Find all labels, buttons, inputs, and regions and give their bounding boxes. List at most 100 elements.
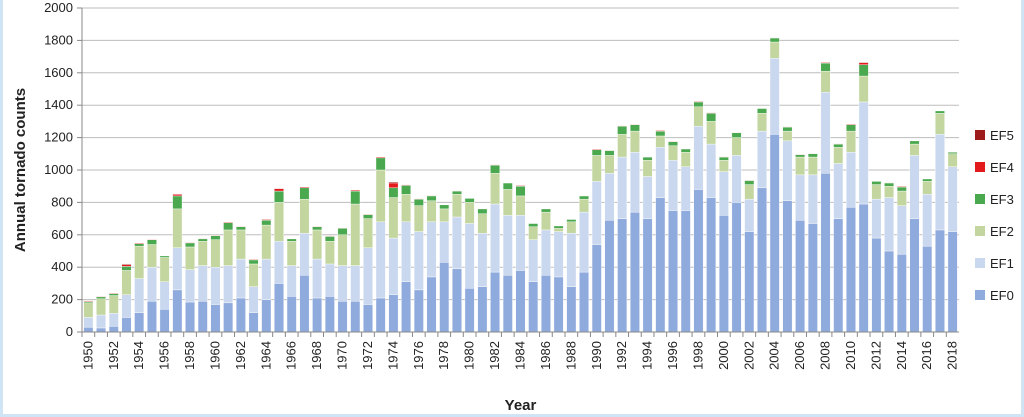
x-tick-label: 1998 [690,341,705,370]
bar-segment-ef2 [502,189,513,216]
bar-segment-ef0 [731,202,742,333]
bar-segment-ef4 [515,185,526,187]
bar-segment-ef4 [83,300,94,302]
legend-label: EF5 [990,128,1014,143]
bar-segment-ef0 [680,210,691,333]
legend-label: EF3 [990,192,1014,207]
bar-segment-ef3 [680,148,691,153]
bar-segment-ef2 [668,145,678,161]
x-tick-label: 1956 [157,341,172,370]
bar-segment-ef0 [439,262,450,333]
bar-segment-ef4 [350,189,361,192]
bar-segment-ef0 [172,289,183,333]
bar-segment-ef1 [807,174,818,224]
bar-segment-ef1 [680,166,691,211]
bar-segment-ef3 [706,113,717,122]
bar-segment-ef1 [439,221,450,263]
bar-segment-ef2 [515,195,526,216]
bar-segment-ef1 [553,231,564,278]
bar-segment-ef3 [807,153,818,158]
bar-segment-ef0 [426,276,437,333]
bar-segment-ef3 [935,110,945,114]
bar-segment-ef1 [896,205,907,255]
bar-segment-ef1 [490,203,500,273]
bar-segment-ef2 [833,147,844,164]
bar-segment-ef3 [833,143,844,148]
bar-segment-ef3 [617,126,628,135]
bar-segment-ef2 [96,298,106,316]
bar-segment-ef0 [909,218,920,333]
bar-segment-ef3 [223,222,234,231]
bar-segment-ef2 [121,270,132,295]
bar-segment-ef3 [693,101,704,108]
bar-segment-ef1 [235,258,246,299]
bar-segment-ef1 [299,232,310,276]
bar-segment-ef3 [172,195,183,210]
bar-segment-ef0 [769,134,780,333]
bar-segment-ef3 [147,239,157,245]
bar-segment-ef4 [655,130,666,132]
legend-label: EF0 [990,288,1014,303]
bar-segment-ef1 [795,174,806,221]
bar-segment-ef2 [782,130,793,142]
x-tick-label: 2000 [716,341,731,370]
bar-segment-ef2 [83,302,94,318]
bar-segment-ef3 [490,164,500,174]
x-tick-label: 1954 [131,341,146,370]
bar-segment-ef2 [388,197,399,239]
bar-segment-ef1 [274,241,284,284]
y-tick-label: 400 [51,259,73,274]
y-tick-label: 1200 [44,130,73,145]
bar-segment-ef1 [718,171,729,216]
bar-segment-ef3 [235,226,246,231]
bar-segment-ef0 [744,231,755,333]
legend-label: EF2 [990,224,1014,239]
bar-segment-ef2 [172,208,183,248]
bar-segment-ef3 [604,150,615,156]
y-tick-label: 1800 [44,32,73,47]
bar-segment-ef1 [452,216,462,270]
y-tick-label: 600 [51,227,73,242]
bar-segment-ef2 [337,234,348,266]
bar-segment-ef1 [655,147,666,198]
bar-segment-ef2 [147,244,157,268]
bar-segment-ef2 [452,194,462,218]
x-tick-label: 1974 [385,341,400,370]
bar-segment-ef3 [655,130,666,137]
bar-segment-ef2 [286,241,297,266]
bar-segment-ef3 [401,185,412,195]
bar-segment-ef0 [553,276,564,333]
bar-segment-ef1 [820,92,831,174]
bar-segment-ef1 [757,130,767,189]
bar-segment-ef3 [324,236,335,242]
stacked-bar-chart: 0 200 400 600 800 1000 1200 1400 1600 1800 2000 195… [12,0,1014,414]
bar-segment-ef0 [807,223,818,333]
bar-segment-ef4 [121,264,132,267]
bar-segment-ef2 [718,160,729,172]
bar-segment-ef3 [579,195,589,200]
bar-segment-ef1 [121,294,132,318]
bar-segment-ef2 [884,185,894,198]
bar-segment-ef0 [579,271,589,333]
bar-segment-ef2 [108,295,119,314]
bar-segment-ef3 [502,182,513,190]
bar-segment-ef2 [426,200,437,223]
bar-segment-ef1 [871,198,882,239]
bar-segment-ef2 [820,70,831,93]
bar-segment-ef1 [846,151,856,208]
bar-segment-ef2 [350,203,361,266]
x-tick-label: 1988 [563,341,578,370]
bar-segment-ef0 [706,197,717,333]
bar-segment-ef3 [363,214,373,219]
bar-segment-ef1 [769,58,780,135]
bar-segment-ef0 [261,299,272,333]
bar-segment-ef1 [629,151,640,213]
x-tick-label: 1966 [284,341,299,370]
bar-segment-ef0 [134,312,145,333]
bar-segment-ef1 [668,160,678,211]
bar-segment-ef2 [134,245,145,279]
bar-segment-ef3 [185,242,195,248]
bar-segment-ef2 [299,198,310,234]
bar-segment-ef2 [477,213,488,234]
bar-segment-ef3 [668,141,678,146]
